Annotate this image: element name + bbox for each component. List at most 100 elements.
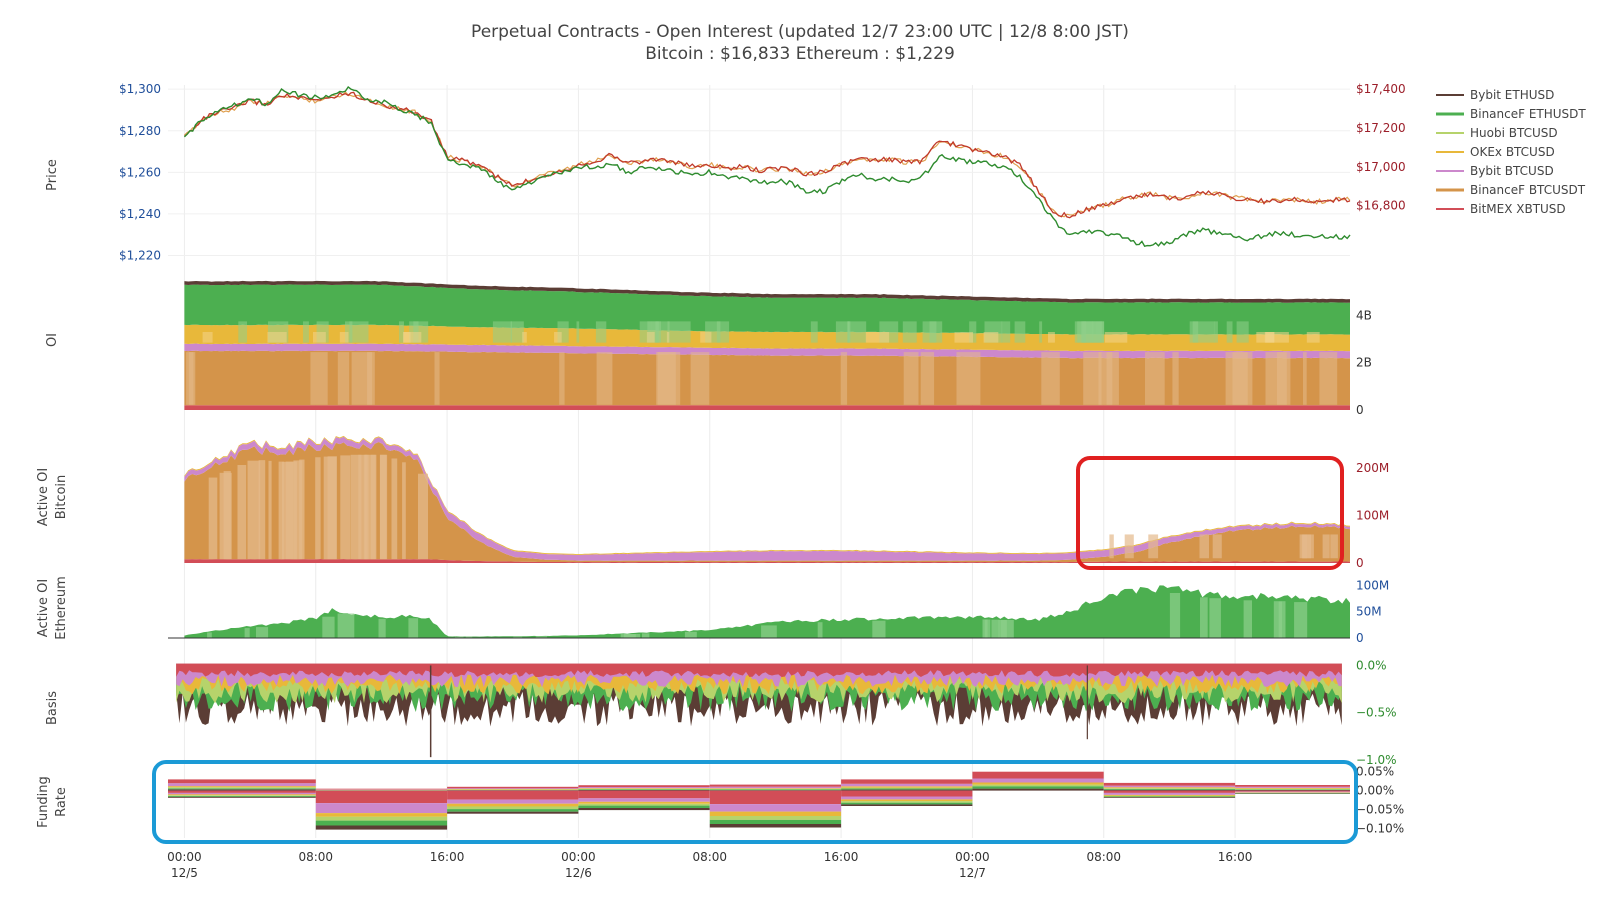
legend-entry: OKEx BTCUSD [1470, 145, 1555, 159]
x-tick-label: 16:00 [430, 850, 465, 864]
funding-neg-bitmex-xbtusd [447, 790, 579, 800]
stripe [391, 458, 398, 560]
highlight-box-red [1076, 456, 1344, 570]
stripe [408, 618, 419, 638]
funding-pos-bitmex-xbtusd [578, 785, 710, 787]
stripe [278, 461, 285, 560]
stripe [1124, 534, 1134, 559]
funding-neg-okex-btcusd [841, 799, 973, 802]
stripe [1106, 352, 1119, 405]
stripe [454, 636, 464, 638]
funding-pos-huobi-btcusd [841, 787, 973, 789]
funding-neg-huobi-btcusd [709, 816, 842, 820]
legend-entry: Bybit BTCUSD [1470, 164, 1554, 178]
stripe [378, 618, 386, 638]
stripe [1199, 534, 1209, 559]
stripe [903, 352, 919, 405]
stripe [403, 332, 411, 343]
funding-pos-binancef-ethusdt [168, 788, 316, 790]
price-right-tick: $17,400 [1356, 82, 1406, 96]
funding-neg-bybit-ethusd [168, 796, 316, 798]
stripe [323, 456, 337, 560]
funding-neg-bybit-btcusd [841, 796, 973, 800]
funding-pos-huobi-btcusd [709, 788, 842, 790]
stripe [337, 352, 350, 405]
stripe [293, 460, 303, 560]
active-oi-bitcoin-panel [184, 435, 1350, 563]
y-axis-label-line: Price [45, 159, 60, 191]
y-axis-label: Price [45, 159, 60, 191]
series-binancef-btcusdt-line [183, 91, 1351, 218]
funding-neg-bybit-ethusd [841, 804, 973, 806]
stripe [315, 457, 321, 560]
basis-tick: 0.0% [1356, 658, 1387, 672]
stripe [642, 633, 650, 638]
funding-neg-huobi-btcusd [168, 795, 316, 797]
stripe [258, 460, 266, 560]
funding-tick: −0.10% [1356, 821, 1404, 835]
price-right-tick: $17,200 [1356, 121, 1406, 135]
highlight-box-blue [152, 760, 1358, 844]
basis-layer-bitmex-xbtusd [176, 663, 1342, 678]
x-date-label: 12/6 [565, 866, 592, 880]
funding-pos-bitmex-xbtusd [709, 784, 842, 787]
stripe [363, 454, 369, 560]
stripe [188, 352, 194, 405]
funding-pos-huobi-btcusd [1103, 788, 1236, 789]
oi-panel [184, 280, 1350, 410]
stripe [840, 352, 848, 405]
stripe [1148, 534, 1159, 559]
stripe [1294, 602, 1308, 638]
funding-neg-bybit-ethusd [447, 811, 579, 814]
price-right-tick: $17,000 [1356, 160, 1406, 174]
funding-neg-okex-btcusd [447, 803, 579, 807]
stripe [667, 321, 691, 343]
y-axis-label-line: Active OI [36, 468, 51, 526]
funding-neg-huobi-btcusd [447, 806, 579, 810]
funding-pos-bybit-ethusd [1103, 789, 1236, 791]
funding-pos-bitmex-xbtusd [168, 779, 316, 784]
price-left-tick: $1,280 [119, 124, 161, 138]
stripe [1330, 534, 1338, 559]
stripe [207, 632, 212, 638]
oi-layer-bitmex-xbtusd [184, 405, 1350, 410]
funding-pos-okex-btcusd [709, 788, 842, 789]
funding-neg-bybit-btcusd [315, 803, 448, 814]
x-tick-label: 16:00 [1218, 850, 1253, 864]
stripe [596, 352, 613, 405]
x-tick-label: 08:00 [298, 850, 333, 864]
aoi-eth-layer-binancef-ethusdt [184, 585, 1350, 638]
funding-pos-bitmex-xbtusd [1235, 785, 1350, 787]
stripe [620, 634, 636, 638]
stripe [403, 332, 422, 343]
stripe [929, 321, 937, 343]
stripe [1256, 332, 1275, 343]
funding-rate-panel [168, 771, 1350, 830]
price-panel [183, 85, 1351, 247]
stripe [238, 321, 247, 343]
stripe [202, 332, 213, 343]
aoi-btc-tick: 200M [1356, 461, 1389, 475]
x-date-label: 12/7 [959, 866, 986, 880]
oi-layer-binancef-ethusdt [184, 284, 1350, 335]
stripe [902, 321, 917, 343]
x-tick-label: 00:00 [955, 850, 990, 864]
funding-neg-okex-btcusd [1103, 794, 1236, 796]
stripe [835, 321, 850, 343]
stripe [1209, 598, 1221, 638]
funding-pos-bitmex-xbtusd [447, 786, 579, 789]
stripe [399, 321, 404, 343]
funding-neg-bybit-btcusd [1235, 791, 1350, 793]
stripe [492, 321, 512, 343]
aoi-eth-tick: 100M [1356, 578, 1389, 592]
funding-pos-bybit-ethusd [168, 789, 316, 791]
funding-pos-bybit-ethusd [841, 789, 973, 791]
stripe [345, 321, 353, 343]
funding-pos-bitmex-xbtusd [972, 771, 1104, 779]
stripe [223, 471, 231, 560]
stripe [1214, 321, 1218, 343]
stripe [340, 455, 351, 560]
stripe [690, 352, 710, 405]
x-date-label: 12/5 [171, 866, 198, 880]
